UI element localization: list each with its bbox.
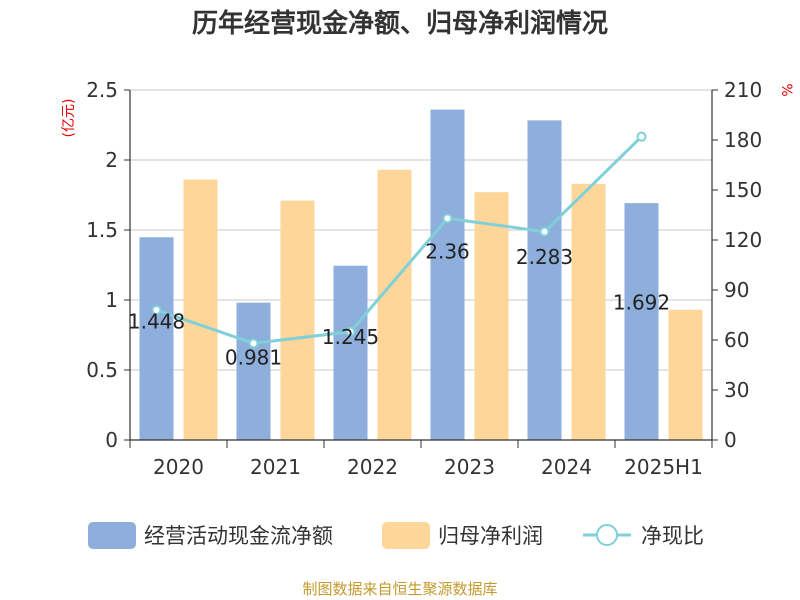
left-tick-label: 1.5	[86, 218, 118, 242]
ratio-point	[248, 338, 259, 349]
legend-swatch	[382, 522, 430, 549]
ratio-point	[345, 326, 356, 337]
ratio-point	[151, 305, 162, 315]
legend-label: 经营活动现金流净额	[144, 524, 333, 548]
cashflow-data-label: 0.981	[225, 345, 282, 369]
cashflow-bar	[527, 120, 562, 440]
x-tick-label: 2024	[541, 455, 592, 479]
left-tick-label: 1	[105, 288, 118, 312]
left-axis-unit: (亿元)	[61, 99, 77, 138]
x-tick-label: 2022	[347, 455, 398, 479]
chart-title: 历年经营现金净额、归母净利润情况	[192, 8, 608, 39]
profit-bar	[183, 179, 218, 440]
right-axis-unit: %	[778, 83, 794, 96]
left-tick-label: 2	[105, 148, 118, 172]
legend-marker	[596, 524, 618, 546]
profit-bar	[668, 309, 703, 440]
right-tick-label: 180	[724, 128, 762, 152]
x-tick-label: 2021	[250, 455, 301, 479]
profit-bar	[571, 183, 606, 441]
legend: 经营活动现金流净额 归母净利润 净现比	[88, 522, 704, 549]
profit-bar	[474, 192, 509, 440]
ratio-point	[442, 213, 453, 224]
right-tick-label: 120	[724, 228, 762, 252]
right-tick-label: 30	[724, 378, 749, 402]
right-tick-label: 210	[724, 78, 762, 102]
grid-lines	[130, 89, 712, 371]
cashflow-data-label: 2.283	[516, 245, 573, 269]
cashflow-data-label: 1.692	[613, 291, 670, 315]
ratio-point	[539, 226, 550, 237]
x-tick-label: 2025H1	[624, 455, 703, 479]
right-tick-label: 90	[724, 278, 749, 302]
cashflow-bar	[139, 237, 174, 440]
ratio-line	[156, 135, 643, 345]
left-tick-label: 0	[105, 428, 118, 452]
cashflow-bar	[236, 302, 271, 440]
left-tick-label: 2.5	[86, 78, 118, 102]
ratio-line-group	[151, 131, 647, 349]
left-tick-label: 0.5	[86, 358, 118, 382]
cashflow-bar	[430, 109, 465, 440]
ratio-point	[636, 131, 647, 142]
x-tick-label: 2020	[153, 455, 204, 479]
data-labels: 1.448 0.981 1.245 2.36 2.283 1.692	[128, 239, 670, 369]
bars-group	[139, 109, 703, 441]
profit-bar	[280, 200, 315, 440]
x-tick-label: 2023	[444, 455, 495, 479]
cashflow-bar	[624, 203, 659, 440]
legend-label: 净现比	[641, 524, 704, 548]
right-tick-label: 150	[724, 178, 762, 202]
cashflow-data-label: 1.448	[128, 310, 185, 334]
right-tick-label: 0	[724, 428, 737, 452]
footer-source: 制图数据来自恒生聚源数据库	[302, 580, 497, 598]
axes: 0 0.5 1 1.5 2 2.5 0 30 60 90 120 150 180 210 2020 2021 2…	[86, 78, 762, 479]
profit-bar	[377, 169, 412, 441]
legend-swatch	[88, 522, 136, 549]
legend-label: 归母净利润	[438, 524, 543, 548]
cashflow-bar	[333, 265, 368, 440]
right-tick-label: 60	[724, 328, 749, 352]
cashflow-data-label: 1.245	[322, 325, 379, 349]
cashflow-data-label: 2.36	[425, 239, 470, 263]
